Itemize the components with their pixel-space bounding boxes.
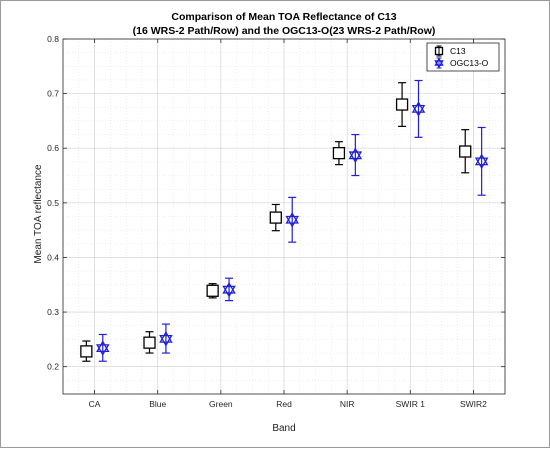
series-c13 <box>80 82 472 362</box>
hexagram-triangle-up <box>159 331 173 343</box>
y-tick-label: 0.5 <box>47 198 59 208</box>
legend-label-ogc13-o: OGC13-O <box>450 58 489 68</box>
hexagram-triangle-up <box>474 153 489 166</box>
legend-marker-ogc13-o <box>434 57 444 69</box>
x-tick-label: SWIR 1 <box>396 399 426 409</box>
y-tick-label: 0.3 <box>47 307 59 317</box>
y-tick-label: 0.6 <box>47 143 59 153</box>
hexagram-triangle-up <box>411 101 426 113</box>
data-point <box>80 345 93 358</box>
x-tick-label: NIR <box>340 399 355 409</box>
y-axis: 0.2 0.3 0.4 0.5 0.6 0.7 0.8 <box>47 34 505 372</box>
data-point <box>348 147 363 164</box>
hexagram-triangle-up <box>434 57 444 66</box>
hexagram-triangle-up <box>348 147 363 160</box>
data-point <box>474 153 489 170</box>
x-tick-label: Red <box>276 399 292 409</box>
marker-bg <box>270 212 282 224</box>
marker-bg <box>396 99 408 111</box>
marker-bg <box>80 345 92 357</box>
x-tick-label: Green <box>209 399 233 409</box>
marker-bg <box>459 146 471 158</box>
marker-bg <box>333 147 345 159</box>
data-point <box>332 146 346 160</box>
series-layer <box>80 79 489 362</box>
hexagram-triangle-down <box>285 215 299 228</box>
x-axis: CA Blue Green Red NIR SWIR 1 SWIR2 <box>89 39 487 409</box>
x-axis-label: Band <box>272 423 295 434</box>
data-point <box>206 284 219 297</box>
hexagram-triangle-down <box>96 344 110 356</box>
hexagram-triangle-down <box>411 105 426 117</box>
y-axis-label: Mean TOA reflectance <box>33 164 44 264</box>
hexagram-triangle-down <box>474 157 489 170</box>
data-point <box>143 336 156 349</box>
hexagram-triangle-down <box>434 60 444 69</box>
chart-title-line-1: Comparison of Mean TOA Reflectance of C1… <box>171 11 396 23</box>
legend-marker-c13 <box>434 45 444 57</box>
marker-bg <box>144 337 156 349</box>
data-point <box>285 211 299 228</box>
hexagram-triangle-up <box>222 281 236 294</box>
data-point <box>459 145 472 158</box>
series-ogc13-o <box>96 79 489 362</box>
x-tick-label: CA <box>89 399 101 409</box>
legend-square-marker <box>434 46 444 56</box>
data-point <box>96 340 110 356</box>
y-tick-label: 0.4 <box>47 252 59 262</box>
grid-layer <box>63 38 505 395</box>
hexagram-triangle-down <box>159 334 173 347</box>
marker-bg <box>207 285 219 297</box>
y-tick-label: 0.2 <box>47 362 59 372</box>
data-point <box>159 331 173 347</box>
y-tick-label: 0.8 <box>47 34 59 44</box>
chart-title-line-2: (16 WRS-2 Path/Row) and the OGC13-O(23 W… <box>133 25 436 37</box>
x-tick-label: Blue <box>149 399 166 409</box>
data-point <box>395 98 409 111</box>
y-tick-label: 0.7 <box>47 89 59 99</box>
legend-hexagram-marker <box>434 57 444 69</box>
data-point <box>269 211 282 224</box>
hexagram-triangle-up <box>285 211 299 224</box>
hexagram-triangle-down <box>348 151 363 164</box>
legend-label-c13: C13 <box>450 46 466 56</box>
legend: C13 OGC13-O <box>426 42 500 72</box>
hexagram-triangle-down <box>222 285 236 298</box>
hexagram-triangle-up <box>96 340 110 353</box>
data-point <box>411 101 426 117</box>
data-point <box>222 281 236 298</box>
x-tick-label: SWIR2 <box>460 399 487 409</box>
